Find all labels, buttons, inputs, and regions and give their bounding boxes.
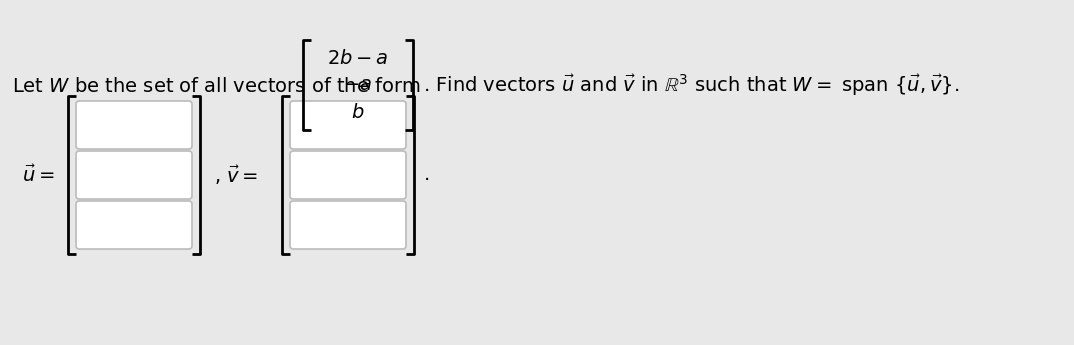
Text: , $\vec{v} =$: , $\vec{v} =$	[214, 164, 258, 187]
Text: Let $W$ be the set of all vectors of the form: Let $W$ be the set of all vectors of the…	[12, 78, 420, 97]
Text: . Find vectors $\vec{u}$ and $\vec{v}$ in $\mathbb{R}^3$ such that $W =$ span $\: . Find vectors $\vec{u}$ and $\vec{v}$ i…	[423, 72, 959, 98]
Text: $2b - a$: $2b - a$	[328, 49, 389, 68]
Text: $b$: $b$	[351, 102, 365, 121]
FancyBboxPatch shape	[290, 201, 406, 249]
Text: .: .	[424, 166, 431, 185]
FancyBboxPatch shape	[76, 101, 192, 149]
Text: $\vec{u} =$: $\vec{u} =$	[21, 164, 55, 186]
FancyBboxPatch shape	[290, 101, 406, 149]
FancyBboxPatch shape	[76, 151, 192, 199]
FancyBboxPatch shape	[290, 151, 406, 199]
Text: $-a$: $-a$	[344, 76, 373, 95]
FancyBboxPatch shape	[76, 201, 192, 249]
